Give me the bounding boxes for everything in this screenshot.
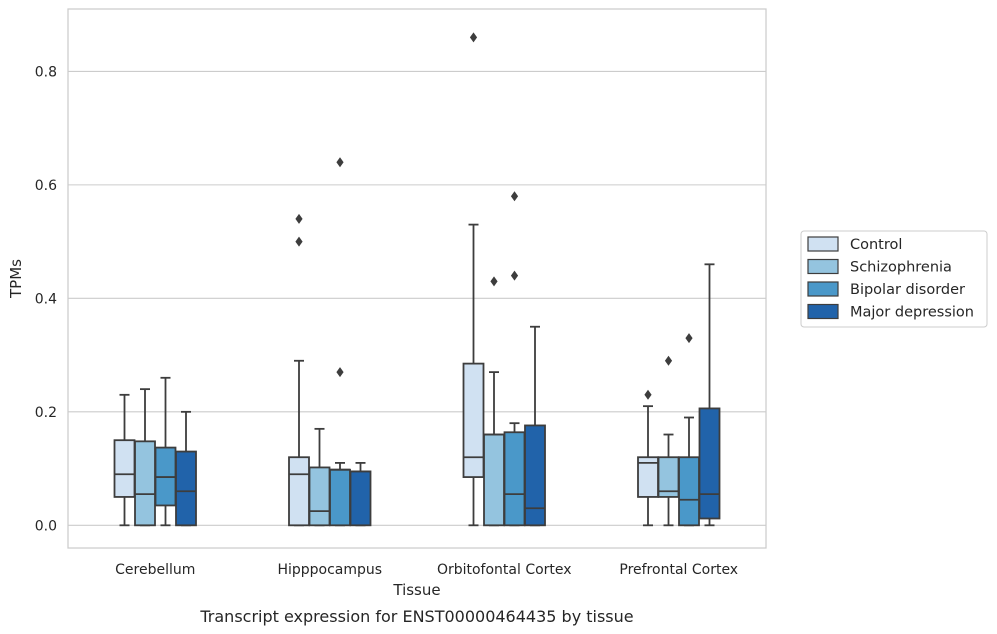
legend-label: Bipolar disorder [850, 282, 965, 298]
box-body [524, 424, 546, 527]
legend-swatch [807, 303, 839, 320]
legend: Control Schizophrenia Bipolar disorder Majo… [800, 230, 988, 328]
outlier-point [685, 333, 693, 344]
box-body [175, 450, 197, 527]
plot-area [113, 32, 721, 527]
box-1-1 [308, 427, 331, 527]
box-body [503, 431, 526, 527]
box-3-3 [698, 263, 721, 527]
box-body [134, 440, 156, 527]
box-0-2 [154, 376, 177, 527]
outlier-point [295, 236, 303, 247]
box-body [698, 407, 721, 520]
outlier-point [336, 157, 344, 168]
plot-frame [67, 8, 767, 549]
y-tick-label: 0.0 [35, 518, 57, 534]
legend-swatch [807, 281, 839, 297]
legend-label: Major depression [850, 305, 974, 321]
box-3-2 [678, 333, 700, 527]
box-0-0 [113, 393, 136, 527]
box-2-0 [462, 32, 485, 527]
x-tick-label: Cerebellum [115, 562, 195, 578]
x-axis-ticks: Cerebellum Hipppocampus Orbitofontal Corte… [115, 562, 738, 578]
box-body [288, 456, 310, 527]
y-tick-label: 0.4 [35, 291, 57, 307]
legend-frame [800, 230, 988, 328]
chart-title: Transcript expression for ENST0000046443… [199, 607, 633, 626]
outlier-point [295, 213, 303, 224]
outlier-point [510, 270, 519, 281]
x-tick-label: Hipppocampus [277, 562, 382, 578]
box-2-3 [524, 325, 546, 527]
box-body [113, 439, 136, 498]
legend-label: Control [850, 237, 902, 253]
box-body [329, 468, 351, 527]
box-2-1 [483, 276, 505, 527]
box-2-2 [503, 191, 526, 527]
outlier-point [510, 191, 519, 202]
box-body [349, 470, 372, 527]
legend-swatch [807, 258, 839, 275]
box-1-3 [349, 461, 372, 527]
outlier-point [490, 276, 498, 287]
box-3-1 [657, 355, 680, 527]
x-tick-label: Orbitofontal Cortex [437, 562, 572, 578]
x-axis-title: Tissue [392, 581, 440, 599]
outlier-point [664, 355, 673, 366]
y-axis-title: TPMs [7, 259, 25, 299]
box-1-0 [288, 213, 310, 527]
box-body [483, 433, 505, 527]
box-0-1 [134, 388, 156, 527]
y-tick-label: 0.2 [35, 405, 57, 421]
y-tick-label: 0.6 [35, 178, 57, 194]
outlier-point [336, 367, 344, 378]
box-body [678, 456, 700, 527]
box-body [308, 466, 331, 527]
box-body [462, 362, 485, 478]
outlier-point [469, 32, 478, 43]
box-0-3 [175, 410, 197, 527]
x-tick-label: Prefrontal Cortex [619, 562, 738, 578]
box-1-2 [329, 157, 351, 527]
y-tick-label: 0.8 [35, 64, 57, 80]
box-3-0 [637, 389, 659, 527]
outlier-point [644, 389, 652, 400]
legend-label: Schizophrenia [850, 260, 952, 276]
legend-swatch [807, 236, 839, 252]
y-axis-ticks: 0.0 0.2 0.4 0.6 0.8 [35, 64, 57, 534]
